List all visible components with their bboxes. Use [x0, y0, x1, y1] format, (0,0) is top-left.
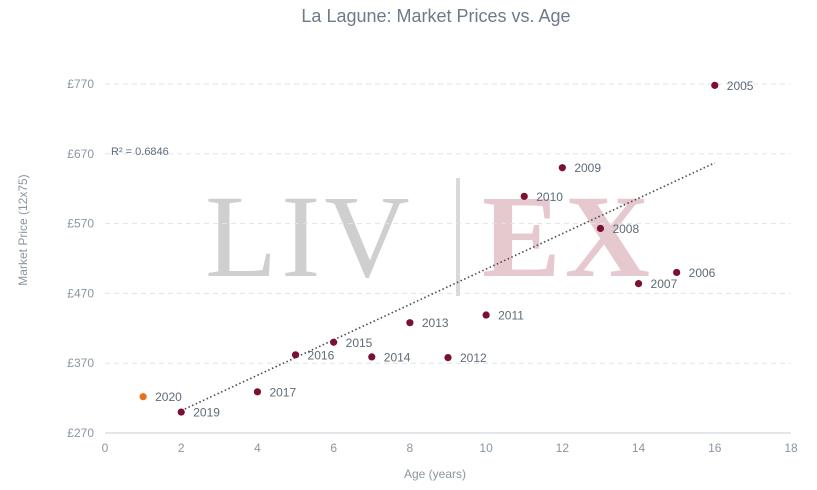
y-tick-label: £470	[67, 286, 94, 300]
y-axis-ticks: £270 £370 £470 £570 £670 £770	[67, 77, 94, 440]
data-point-2016[interactable]	[291, 351, 300, 359]
watermark-liv: LIV	[205, 171, 414, 302]
point-label-2019: 2019	[193, 406, 220, 420]
point-label-2012: 2012	[460, 351, 487, 365]
x-tick-label: 16	[708, 441, 722, 455]
data-point-2014[interactable]	[368, 353, 376, 361]
point-label-2009: 2009	[574, 161, 601, 175]
data-point-2011[interactable]	[482, 311, 490, 319]
x-tick-label: 8	[407, 441, 414, 455]
y-tick-label: £370	[67, 356, 94, 370]
data-point-2008[interactable]	[596, 224, 605, 233]
y-axis-label: Market Price (12x75)	[16, 174, 30, 285]
data-point-2005[interactable]	[711, 81, 719, 89]
data-point-2010[interactable]	[520, 192, 528, 200]
y-tick-label: £770	[67, 77, 94, 91]
x-tick-label: 10	[479, 441, 493, 455]
point-label-2008: 2008	[612, 222, 639, 236]
data-point-2020[interactable]	[139, 393, 147, 401]
data-point-2015[interactable]	[330, 338, 338, 346]
x-tick-label: 2	[178, 441, 185, 455]
point-label-2006: 2006	[689, 266, 716, 280]
x-tick-label: 6	[330, 441, 337, 455]
y-tick-label: £670	[67, 147, 94, 161]
r-squared-label: R² = 0.6846	[111, 146, 169, 158]
data-point-2019[interactable]	[177, 408, 185, 416]
point-label-2005: 2005	[727, 79, 754, 93]
x-tick-label: 4	[254, 441, 261, 455]
point-label-2007: 2007	[651, 277, 678, 291]
point-label-2016: 2016	[308, 348, 335, 362]
y-tick-label: £570	[67, 217, 94, 231]
data-point-2013[interactable]	[406, 319, 414, 327]
data-point-2007[interactable]	[634, 280, 643, 288]
watermark: LIV EX	[205, 171, 654, 302]
x-axis-label: Age (years)	[404, 467, 466, 481]
point-label-2014: 2014	[384, 350, 411, 364]
x-tick-label: 12	[556, 441, 570, 455]
data-point-2009[interactable]	[558, 164, 566, 172]
x-axis-ticks: 0 2 4 6 8 10 12 14 16 18	[102, 441, 798, 455]
point-label-2010: 2010	[536, 190, 563, 204]
data-point-2006[interactable]	[673, 268, 681, 277]
point-label-2017: 2017	[269, 385, 296, 399]
watermark-divider	[456, 178, 460, 296]
y-tick-label: £270	[67, 426, 94, 440]
point-label-2013: 2013	[422, 316, 449, 330]
point-label-2020: 2020	[155, 390, 182, 404]
chart-title: La Lagune: Market Prices vs. Age	[301, 6, 570, 26]
data-points: 2005 2006 2007 2008 2009 2010 2011 2012 2013 2014…	[139, 79, 754, 420]
point-label-2011: 2011	[498, 309, 524, 323]
watermark-ex: EX	[482, 171, 654, 302]
data-point-2012[interactable]	[444, 354, 452, 362]
x-tick-label: 18	[784, 441, 798, 455]
data-point-2017[interactable]	[253, 388, 262, 396]
point-label-2015: 2015	[346, 336, 373, 350]
x-tick-label: 0	[102, 441, 109, 455]
x-tick-label: 14	[632, 441, 646, 455]
